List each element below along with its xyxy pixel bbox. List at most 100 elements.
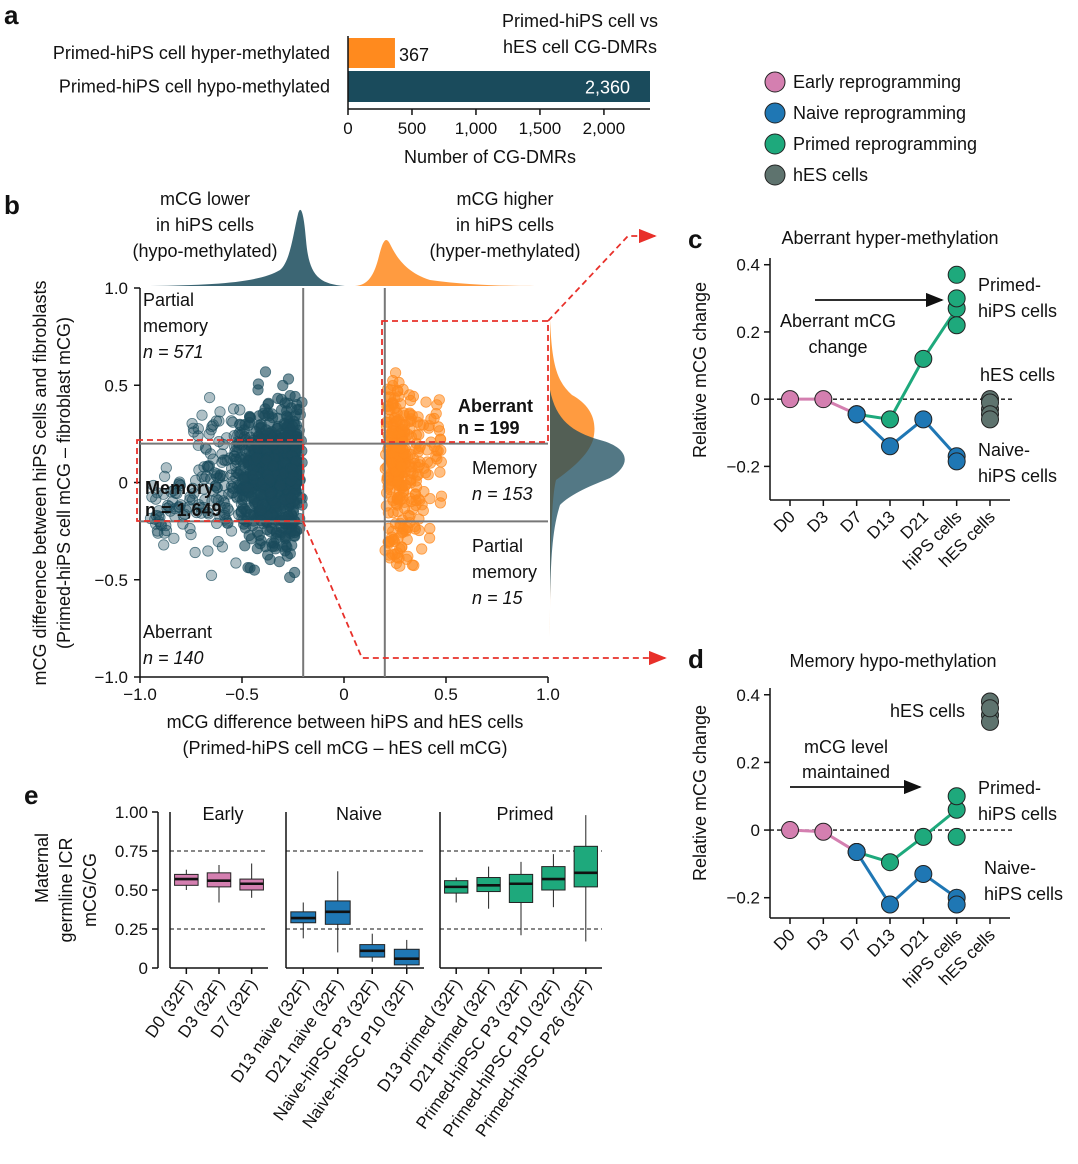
panel-e-group-label: Early [202,804,243,824]
d-plot-ytick-label: 0.4 [736,686,760,705]
hypo-point [192,439,204,451]
panel-d-naive-2: hiPS cells [984,884,1063,904]
panel-b-ytick-label: 1.0 [104,279,128,298]
panel-a-xlabel: Number of CG-DMRs [404,147,576,167]
region-partial-memory-tl-1: Partial [143,290,194,310]
hypo-point [158,539,170,551]
arrow-to-panel-c [547,228,657,322]
hypo-point [284,389,296,402]
hyper-point [434,497,446,509]
d-plot-point [881,853,899,872]
hypo-point [205,569,218,582]
hypo-point [218,479,230,491]
panel-e-group-label: Primed [496,804,553,824]
hypo-point [183,501,195,513]
hyper-point [394,494,406,507]
panel-b-top-left-2: in hiPS cells [156,215,254,235]
hypo-point [214,406,226,418]
hypo-point [184,494,196,506]
panel-a-title-1: Primed-hiPS cell vs [502,11,658,31]
c-plot-point [781,390,799,409]
hypo-point [287,470,299,482]
hypo-point [193,464,205,476]
hypo-point [198,483,210,495]
hypo-point [207,419,219,431]
hypo-point [230,557,242,569]
hyper-point [432,421,444,433]
hypo-point [219,507,231,519]
hyper-point [421,444,433,456]
hypo-point [285,492,297,504]
hyper-point [399,479,411,492]
hypo-point [255,504,267,516]
panel-b-ytick-label: 0 [119,474,128,493]
panel-e-ytick-label: 1.00 [115,803,148,822]
panel-a-tick-label: 0 [343,119,352,138]
hypo-point [251,526,264,538]
hypo-point [189,546,201,559]
memory-highlight-box [136,439,304,522]
panel-a-x-axis: 0 500 1,000 1,500 2,000 [343,36,650,138]
hyper-point [423,420,435,432]
hypo-point [216,541,228,553]
panel-d-annot-1: mCG level [804,737,888,757]
density-right-hyper [550,320,595,640]
hyper-point [380,500,392,512]
hypo-point [169,487,181,499]
hyper-point [432,445,444,457]
hypo-point [236,419,248,431]
panel-e-letter: e [24,780,38,810]
hypo-point [240,482,252,494]
hypo-point [291,403,303,416]
c-plot-ytick-label: 0.4 [736,256,760,275]
region-partial-memory-br-2: memory [472,562,537,582]
hyper-point [384,552,396,564]
hypo-point [270,527,282,539]
hypo-point [188,426,200,438]
c-plot-xtick-label: D3 [803,507,832,536]
hypo-point [279,545,291,557]
hypo-point [188,487,200,499]
region-memory-label: Memory [145,478,214,498]
hypo-point [253,410,265,422]
panel-b-xtick-label: −0.5 [225,685,259,704]
hypo-point [277,379,289,392]
panel-b-top-left-1: mCG lower [160,189,250,209]
bar-0 [348,38,395,68]
c-plot-ytick-label: −0.2 [726,457,760,476]
region-n-571: n = 571 [143,342,204,362]
box-body [393,948,420,966]
hyper-point [409,488,422,501]
d-plot-point [981,699,999,718]
box-body [508,873,534,903]
panel-e-ytick-label: 0.75 [115,842,148,861]
hyper-point [399,419,411,431]
region-n-140: n = 140 [143,648,204,668]
hypo-point [279,511,291,524]
panel-d-hes: hES cells [890,701,965,721]
c-plot-point [847,405,866,424]
panel-b-xlabel-2: (Primed-hiPS cell mCG – hES cell mCG) [182,738,507,758]
panel-b-xtick-label: −1.0 [123,685,157,704]
hyper-point [388,402,400,414]
legend-label-0: Early reprogramming [793,72,961,92]
hypo-point [248,564,260,576]
panel-c-letter: c [688,224,702,254]
c-plot-point [947,452,966,471]
legend-marker-0 [764,71,786,93]
panel-e-ylabel-2: germline ICR [56,837,76,942]
hypo-point [231,436,243,448]
region-n-199: n = 199 [458,418,520,438]
c-plot-line-primed [856,307,958,421]
hypo-point [185,528,197,541]
panel-a-tick-label: 1,000 [455,119,498,138]
hyper-point [424,522,436,535]
panel-a-letter: a [4,0,19,30]
density-top-hyper [355,240,548,286]
bar-value-1: 2,360 [585,78,630,98]
c-plot-xtick-label: D0 [770,507,799,536]
panel-e-ytick-label: 0.25 [115,920,148,939]
d-plot-point [881,895,899,914]
hyper-point [402,522,414,534]
